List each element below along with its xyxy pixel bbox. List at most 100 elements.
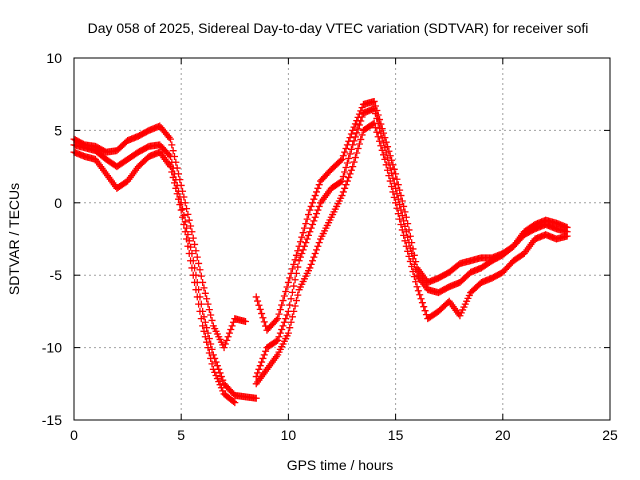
data-point [287,295,295,303]
data-point [339,188,347,196]
data-point [420,303,428,311]
data-point [386,177,394,185]
data-point [278,301,286,309]
data-point [215,378,223,386]
data-point [337,178,345,186]
data-point [410,273,418,281]
data-point [282,287,290,295]
data-point [310,253,318,261]
data-point [341,148,349,156]
data-point [307,224,315,232]
data-point [342,181,350,189]
data-point [404,233,412,241]
data-point [166,163,174,171]
data-point [177,206,185,214]
data-point [168,141,176,149]
data-point [184,242,192,250]
data-point [196,266,204,274]
data-point [396,186,404,194]
data-point [259,314,267,322]
data-point [209,365,217,373]
data-point [242,318,250,326]
grid-layer [74,58,610,420]
data-point [183,235,191,243]
data-point [300,224,308,232]
data-point [377,129,385,137]
data-point [309,221,317,229]
data-point [378,146,386,154]
data-point [276,329,284,337]
data-point [305,231,312,239]
data-point [307,260,315,268]
y-axis-label: SDTVAR / TECUs [6,183,22,295]
data-point [203,324,211,332]
data-point [392,199,400,207]
data-point [370,97,378,105]
data-point [306,228,314,236]
data-point [397,192,405,200]
data-point [351,154,359,162]
data-point [315,239,323,247]
data-point [255,365,263,373]
data-point [290,282,298,290]
data-point [200,327,208,335]
data-point [314,184,322,192]
data-point [405,252,413,260]
data-point [283,283,291,291]
data-point [259,354,267,362]
data-point [313,188,321,196]
data-point [207,340,215,348]
data-point [209,351,217,359]
data-point [298,249,306,257]
x-tick-label: 25 [602,427,618,443]
data-point [199,322,207,330]
data-point [201,318,209,326]
data-point [402,213,410,221]
data-point [357,117,365,125]
data-point [258,310,266,318]
data-point [394,181,402,189]
data-point [288,313,296,321]
data-point [372,124,379,132]
series-track-5 [252,105,571,381]
data-point [216,381,224,389]
data-point [193,253,201,261]
chart-title: Day 058 of 2025, Sidereal Day-to-day VTE… [88,20,589,36]
data-point [358,113,366,121]
data-point [357,135,365,143]
data-point [349,163,357,171]
data-point [219,387,227,395]
data-point [338,192,346,200]
data-point [313,210,321,218]
data-point [408,263,416,271]
data-point [416,291,424,299]
data-point [412,278,420,286]
data-point [311,249,319,257]
data-point [306,206,314,214]
data-point [183,224,191,232]
series-track-4 [252,97,571,334]
data-point [358,131,366,139]
data-point [343,159,351,167]
data-point [197,272,205,280]
data-point [380,151,388,159]
data-point [213,375,221,383]
data-point [353,149,361,157]
data-point [201,333,209,341]
y-tick-label: -10 [42,340,62,356]
data-point [223,336,231,344]
data-point [220,344,228,352]
data-point [172,184,180,192]
data-point [169,147,177,155]
data-point [351,133,359,141]
data-point [188,228,196,236]
data-point [384,166,392,174]
data-point [255,301,263,309]
data-point [169,173,177,181]
data-point [165,133,173,141]
data-point [398,226,406,234]
data-point [221,340,229,348]
data-point [300,242,308,250]
data-point [298,233,306,241]
data-point [347,130,355,138]
